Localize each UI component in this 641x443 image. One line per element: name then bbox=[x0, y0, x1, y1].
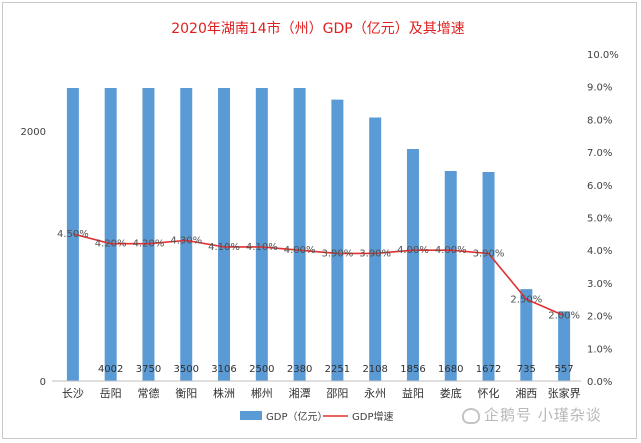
growth-line bbox=[72, 233, 565, 317]
right-axis-tick-label: 6.0% bbox=[587, 181, 612, 192]
gdp-data-label: 557 bbox=[555, 364, 574, 375]
x-tick-label: 邵阳 bbox=[326, 387, 348, 400]
gdp-bar bbox=[444, 171, 457, 381]
legend-label-gdp: GDP（亿元） bbox=[266, 410, 327, 423]
gdp-bar bbox=[331, 99, 344, 381]
x-tick-label: 岳阳 bbox=[100, 387, 122, 400]
growth-data-label: 2.50% bbox=[510, 294, 542, 305]
x-tick-label: 永州 bbox=[364, 386, 386, 400]
gdp-data-label: 1856 bbox=[400, 364, 425, 375]
x-tick-label: 湘潭 bbox=[289, 386, 311, 400]
x-tick-label: 娄底 bbox=[440, 386, 462, 400]
penguin-logo-icon bbox=[462, 408, 480, 424]
growth-data-label: 4.20% bbox=[133, 239, 165, 250]
x-tick-label: 衡阳 bbox=[175, 387, 197, 400]
growth-data-label: 4.00% bbox=[397, 245, 429, 256]
x-tick-label: 张家界 bbox=[548, 386, 581, 400]
gdp-bar bbox=[180, 88, 193, 381]
right-axis-tick-label: 3.0% bbox=[587, 279, 612, 290]
gdp-bar bbox=[369, 117, 382, 381]
right-axis-tick-label: 0.0% bbox=[587, 377, 612, 388]
x-tick-label: 郴州 bbox=[251, 386, 273, 400]
right-axis-tick-label: 8.0% bbox=[587, 115, 612, 126]
gdp-bar bbox=[406, 149, 419, 381]
growth-line-series: 4.50% 4.20% 4.20% 4.30% 4.10% 4.10% 4.00% 3.90%… bbox=[57, 229, 580, 322]
growth-data-label: 4.20% bbox=[95, 239, 127, 250]
right-axis-tick-label: 7.0% bbox=[587, 148, 612, 159]
growth-data-label: 2.00% bbox=[548, 311, 580, 322]
gdp-bar-labels: 4002 3750 3500 3106 2500 2380 2251 2108 1856 1680… bbox=[98, 364, 574, 375]
gdp-bars bbox=[66, 88, 571, 381]
gdp-bar bbox=[293, 88, 306, 381]
growth-data-label: 3.90% bbox=[322, 248, 354, 259]
growth-data-label: 3.90% bbox=[473, 248, 505, 259]
gdp-data-label: 3106 bbox=[211, 364, 236, 375]
gdp-data-label: 2108 bbox=[362, 364, 387, 375]
x-tick-label: 湘西 bbox=[515, 386, 537, 400]
right-axis-tick-label: 5.0% bbox=[587, 214, 612, 225]
gdp-bar bbox=[255, 88, 268, 381]
gdp-bar bbox=[520, 289, 533, 381]
gdp-data-label: 2500 bbox=[249, 364, 274, 375]
gdp-bar bbox=[104, 88, 117, 381]
x-tick-label: 怀化 bbox=[478, 386, 500, 400]
growth-data-label: 4.00% bbox=[284, 245, 316, 256]
gdp-bar bbox=[482, 172, 495, 381]
right-axis-tick-label: 9.0% bbox=[587, 83, 612, 94]
growth-data-label: 4.30% bbox=[170, 235, 202, 246]
legend: GDP（亿元） GDP增速 bbox=[240, 410, 393, 423]
gdp-data-label: 3500 bbox=[174, 364, 199, 375]
gdp-data-label: 2380 bbox=[287, 364, 312, 375]
x-tick-label: 株洲 bbox=[213, 386, 235, 400]
watermark: 企鹅号 小瑾杂谈 bbox=[462, 404, 602, 425]
left-axis: 020004000600080001000012000 bbox=[21, 127, 46, 388]
right-axis-tick-label: 4.0% bbox=[587, 246, 612, 257]
left-axis-tick-label: 2000 bbox=[21, 127, 46, 138]
gdp-data-label: 3750 bbox=[136, 364, 161, 375]
gdp-bar bbox=[218, 88, 231, 381]
growth-data-label: 4.50% bbox=[57, 229, 89, 240]
watermark-text: 企鹅号 小瑾杂谈 bbox=[484, 406, 602, 424]
gdp-data-label: 4002 bbox=[98, 364, 123, 375]
gdp-data-label: 735 bbox=[517, 364, 536, 375]
x-axis: 长沙 岳阳 常德 衡阳 株洲 郴州 湘潭 邵阳 永州 益阳 娄底 怀化 湘西 张家界 bbox=[52, 380, 581, 400]
x-tick-label: 长沙 bbox=[62, 387, 84, 400]
x-tick-label: 益阳 bbox=[402, 386, 424, 400]
gdp-bar bbox=[558, 311, 571, 381]
legend-swatch-gdp bbox=[240, 411, 262, 420]
gdp-bar bbox=[142, 88, 155, 381]
chart-title: 2020年湖南14市（州）GDP（亿元）及其增速 bbox=[171, 20, 465, 37]
growth-data-label: 4.10% bbox=[246, 242, 278, 253]
right-axis-tick-label: 1.0% bbox=[587, 344, 612, 355]
gdp-data-label: 1680 bbox=[438, 364, 463, 375]
growth-data-label: 4.00% bbox=[435, 245, 467, 256]
right-axis-tick-label: 2.0% bbox=[587, 312, 612, 323]
gdp-data-label: 1672 bbox=[476, 364, 501, 375]
legend-label-growth: GDP增速 bbox=[352, 410, 393, 423]
right-axis-tick-label: 10.0% bbox=[587, 50, 619, 61]
left-axis-tick-label: 0 bbox=[40, 377, 46, 388]
right-axis: 0.0% 1.0% 2.0% 3.0% 4.0% 5.0% 6.0% 7.0% 8.0% 9.0%… bbox=[587, 50, 619, 388]
growth-data-label: 4.10% bbox=[208, 242, 240, 253]
gdp-data-label: 2251 bbox=[325, 364, 350, 375]
x-tick-label: 常德 bbox=[137, 386, 159, 400]
growth-data-label: 3.90% bbox=[359, 248, 391, 259]
